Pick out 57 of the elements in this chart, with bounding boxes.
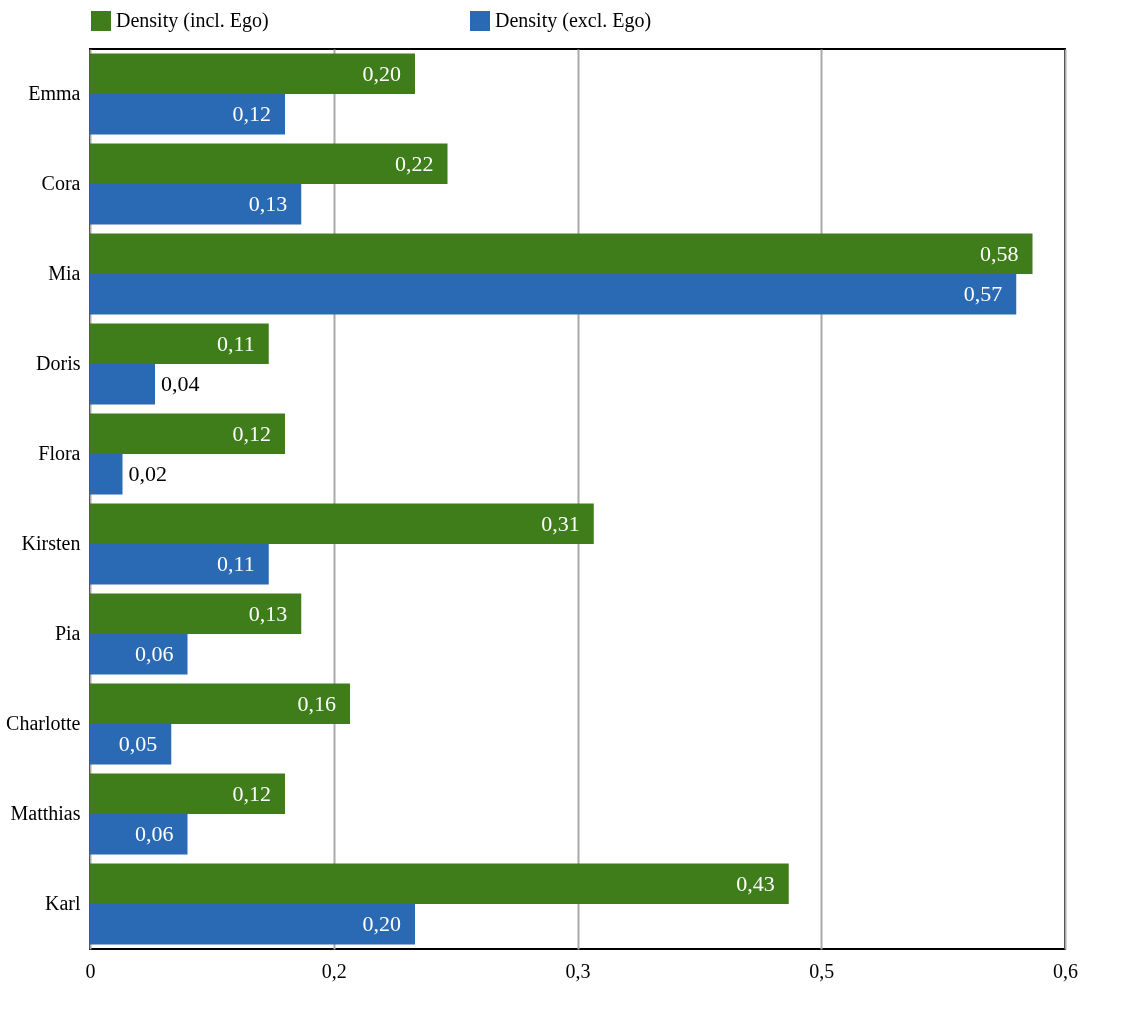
bar [90,274,1017,315]
data-label: 0,22 [395,150,434,176]
data-label: 0,57 [963,281,1003,307]
y-tick-label: Cora [41,172,81,194]
bar [90,364,155,405]
x-tick-label: 0,3 [565,959,591,982]
data-label: 0,02 [128,461,167,487]
x-tick-label: 0 [85,959,96,982]
y-tick-label: Matthias [10,802,81,824]
y-tick-label: Kirsten [21,532,81,554]
bar [90,724,172,765]
bar [90,773,285,814]
y-tick-label: Charlotte [6,712,81,734]
bar [90,863,789,904]
x-tick-label: 0,5 [809,959,835,982]
data-label: 0,12 [232,780,271,806]
bar [90,323,269,364]
bar [90,94,285,135]
data-label: 0,12 [232,420,271,446]
data-label: 0,05 [118,731,158,757]
bar [90,233,1033,274]
data-label: 0,11 [217,330,255,356]
x-tick-label: 0,2 [321,959,347,982]
data-label: 0,06 [135,821,174,847]
data-label: 0,43 [736,870,775,896]
bar [90,503,594,544]
data-label: 0,16 [297,690,336,716]
data-label: 0,04 [161,371,200,397]
data-label: 0,58 [980,240,1019,266]
data-label: 0,13 [248,600,288,626]
bar [90,143,448,184]
y-tick-label: Doris [36,352,81,374]
bar [90,413,285,454]
legend-label: Density (incl. Ego) [116,9,269,32]
data-label: 0,20 [362,60,401,86]
data-label: 0,31 [541,510,580,536]
bar [90,814,188,855]
data-label: 0,11 [217,551,255,577]
bar [90,544,269,585]
bar [90,593,302,634]
y-tick-label: Mia [48,262,81,284]
x-tick-label: 0,6 [1053,959,1078,982]
y-tick-label: Flora [38,442,81,464]
bar [90,184,302,225]
bar [90,683,350,724]
data-label: 0,12 [232,101,271,127]
bar [90,53,415,94]
bar [90,904,415,945]
data-label: 0,20 [362,911,401,937]
y-tick-label: Emma [28,82,81,104]
data-label: 0,13 [248,191,288,217]
y-tick-label: Karl [44,892,81,914]
bar [90,634,188,675]
data-label: 0,06 [135,641,174,667]
legend-label: Density (excl. Ego) [495,9,652,32]
bar [90,454,123,495]
y-tick-label: Pia [54,622,81,644]
